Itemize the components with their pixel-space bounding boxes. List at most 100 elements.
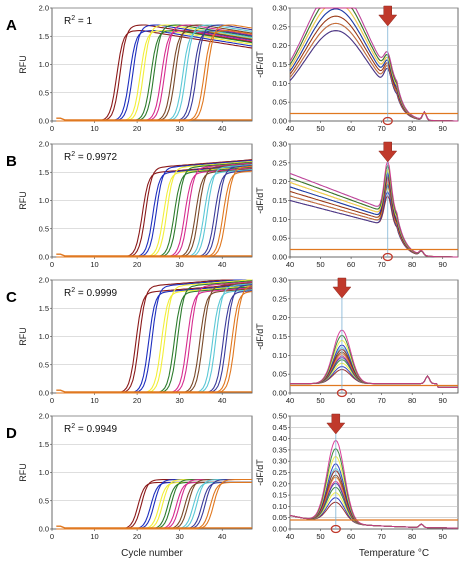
x-tick-label: 40 bbox=[218, 260, 226, 269]
x-tick-label: 0 bbox=[50, 532, 54, 541]
peak-marker-circle bbox=[330, 524, 341, 534]
y-tick-label: 0.45 bbox=[272, 423, 287, 432]
y-tick-label: 1.0 bbox=[39, 468, 49, 477]
x-tick-label: 90 bbox=[439, 532, 447, 541]
y-tick-label: 0.0 bbox=[39, 117, 49, 126]
x-tick-label: 0 bbox=[50, 260, 54, 269]
y-tick-label: 1.0 bbox=[39, 332, 49, 341]
y-tick-label: 2.0 bbox=[39, 276, 49, 285]
y-tick-label: 0.0 bbox=[39, 389, 49, 398]
x-tick-label: 40 bbox=[286, 396, 294, 405]
x-tick-label: 80 bbox=[408, 124, 416, 133]
y-tick-label: 0.25 bbox=[272, 158, 287, 167]
melt-curve bbox=[289, 159, 458, 258]
y-tick-label: 0.30 bbox=[272, 457, 287, 466]
y-tick-label: 0.00 bbox=[272, 525, 287, 534]
y-tick-label: 1.5 bbox=[39, 168, 49, 177]
y-axis-label: -dF/dT bbox=[255, 187, 265, 214]
y-tick-label: 0.35 bbox=[272, 445, 287, 454]
melt-curve bbox=[290, 329, 458, 388]
y-tick-label: 1.5 bbox=[39, 304, 49, 313]
x-tick-label: 40 bbox=[218, 396, 226, 405]
y-axis-label: RFU bbox=[18, 463, 28, 482]
x-tick-label: 60 bbox=[347, 124, 355, 133]
y-tick-label: 0.5 bbox=[39, 88, 49, 97]
y-tick-label: 1.5 bbox=[39, 32, 49, 41]
x-tick-label: 30 bbox=[175, 124, 183, 133]
y-tick-label: 2.0 bbox=[39, 4, 49, 13]
y-axis-label: RFU bbox=[18, 327, 28, 346]
y-tick-label: 0.15 bbox=[272, 332, 287, 341]
x-tick-label: 50 bbox=[316, 260, 324, 269]
y-tick-label: 0.5 bbox=[39, 496, 49, 505]
baseline-curve bbox=[56, 525, 252, 529]
x-tick-label: 40 bbox=[286, 124, 294, 133]
y-tick-label: 0.30 bbox=[272, 276, 287, 285]
x-tick-label: 20 bbox=[133, 532, 141, 541]
r-squared-label: R2 = 0.9999 bbox=[64, 287, 118, 299]
peak-marker-circle bbox=[382, 116, 393, 126]
y-tick-label: 0.10 bbox=[272, 79, 287, 88]
panel-letter: A bbox=[6, 17, 17, 34]
x-tick-label: 70 bbox=[377, 396, 385, 405]
x-tick-label: 30 bbox=[175, 260, 183, 269]
y-tick-label: 0.0 bbox=[39, 253, 49, 262]
y-tick-label: 0.10 bbox=[272, 215, 287, 224]
y-tick-label: 0.05 bbox=[272, 234, 287, 243]
y-tick-label: 0.00 bbox=[272, 389, 287, 398]
y-tick-label: 0.05 bbox=[272, 98, 287, 107]
panel-letter: C bbox=[6, 289, 17, 306]
y-tick-label: 2.0 bbox=[39, 140, 49, 149]
amplification-curve bbox=[56, 24, 253, 122]
x-axis-title-left: Cycle number bbox=[121, 548, 183, 559]
x-tick-label: 90 bbox=[439, 260, 447, 269]
r-squared-sup: 2 bbox=[71, 287, 75, 294]
x-tick-label: 0 bbox=[50, 124, 54, 133]
y-tick-label: 0.00 bbox=[272, 253, 287, 262]
x-tick-label: 50 bbox=[316, 124, 324, 133]
y-tick-label: 0.05 bbox=[272, 513, 287, 522]
y-tick-label: 0.15 bbox=[272, 196, 287, 205]
x-tick-label: 40 bbox=[218, 124, 226, 133]
peak-marker-arrow bbox=[378, 5, 398, 27]
y-tick-label: 0.40 bbox=[272, 434, 287, 443]
x-tick-label: 0 bbox=[50, 396, 54, 405]
r-squared-prefix: R bbox=[64, 288, 71, 299]
y-tick-label: 0.10 bbox=[272, 502, 287, 511]
baseline-curve bbox=[56, 253, 252, 257]
x-tick-label: 20 bbox=[133, 396, 141, 405]
x-tick-label: 80 bbox=[408, 532, 416, 541]
x-tick-label: 60 bbox=[347, 532, 355, 541]
x-tick-label: 90 bbox=[439, 396, 447, 405]
y-axis-label: RFU bbox=[18, 55, 28, 74]
x-tick-label: 40 bbox=[218, 532, 226, 541]
y-tick-label: 2.0 bbox=[39, 412, 49, 421]
y-tick-label: 0.5 bbox=[39, 224, 49, 233]
y-tick-label: 0.0 bbox=[39, 525, 49, 534]
y-tick-label: 0.10 bbox=[272, 351, 287, 360]
amplification-curve bbox=[56, 165, 253, 258]
r-squared-value: = 1 bbox=[75, 16, 92, 27]
r-squared-sup: 2 bbox=[71, 151, 75, 158]
x-tick-label: 30 bbox=[175, 396, 183, 405]
y-axis-label: -dF/dT bbox=[255, 51, 265, 78]
peak-marker-arrow bbox=[332, 277, 352, 299]
r-squared-label: R2 = 0.9949 bbox=[64, 423, 118, 435]
x-tick-label: 50 bbox=[316, 532, 324, 541]
r-squared-value: = 0.9999 bbox=[75, 288, 117, 299]
r-squared-label: R2 = 1 bbox=[64, 15, 93, 27]
x-tick-label: 10 bbox=[90, 124, 98, 133]
y-tick-label: 0.05 bbox=[272, 370, 287, 379]
baseline-curve bbox=[56, 117, 252, 121]
r-squared-sup: 2 bbox=[71, 423, 75, 430]
peak-marker-arrow bbox=[378, 141, 398, 163]
y-tick-label: 0.00 bbox=[272, 117, 287, 126]
x-tick-label: 50 bbox=[316, 396, 324, 405]
y-tick-label: 1.5 bbox=[39, 440, 49, 449]
y-tick-label: 0.15 bbox=[272, 491, 287, 500]
x-tick-label: 80 bbox=[408, 260, 416, 269]
y-axis-label: -dF/dT bbox=[255, 323, 265, 350]
x-tick-label: 10 bbox=[90, 260, 98, 269]
y-axis-label: RFU bbox=[18, 191, 28, 210]
x-tick-label: 70 bbox=[377, 532, 385, 541]
